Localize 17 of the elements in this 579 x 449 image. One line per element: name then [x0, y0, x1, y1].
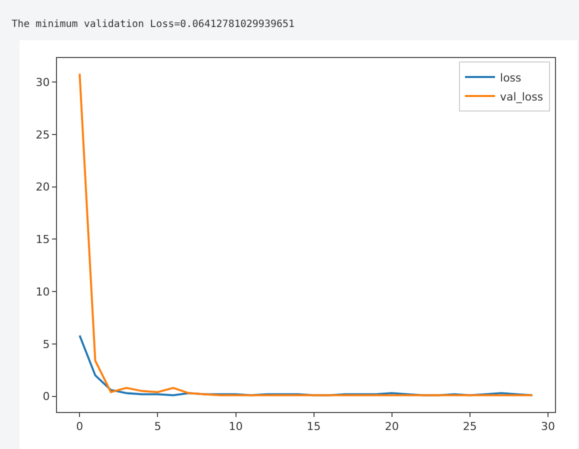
- x-tick-label: 15: [306, 420, 321, 434]
- x-tick-label: 0: [76, 420, 84, 434]
- x-tick-label: 25: [462, 420, 477, 434]
- chart-title: The minimum validation Loss=0.06412781029939651: [12, 19, 295, 30]
- x-tick-label: 5: [154, 420, 162, 434]
- y-tick-label: 30: [36, 76, 50, 89]
- legend-label: val_loss: [500, 90, 544, 104]
- y-tick-label: 20: [36, 180, 50, 194]
- y-tick-label: 5: [42, 338, 50, 351]
- y-tick-label: 0: [42, 390, 50, 404]
- x-tick-label: 20: [384, 420, 399, 434]
- x-tick-label: 10: [228, 420, 243, 434]
- y-tick-label: 15: [36, 233, 50, 246]
- y-tick-label: 25: [36, 128, 50, 142]
- legend-label: loss: [500, 71, 522, 84]
- x-tick-label: 30: [540, 420, 555, 434]
- y-tick-label: 10: [36, 285, 50, 298]
